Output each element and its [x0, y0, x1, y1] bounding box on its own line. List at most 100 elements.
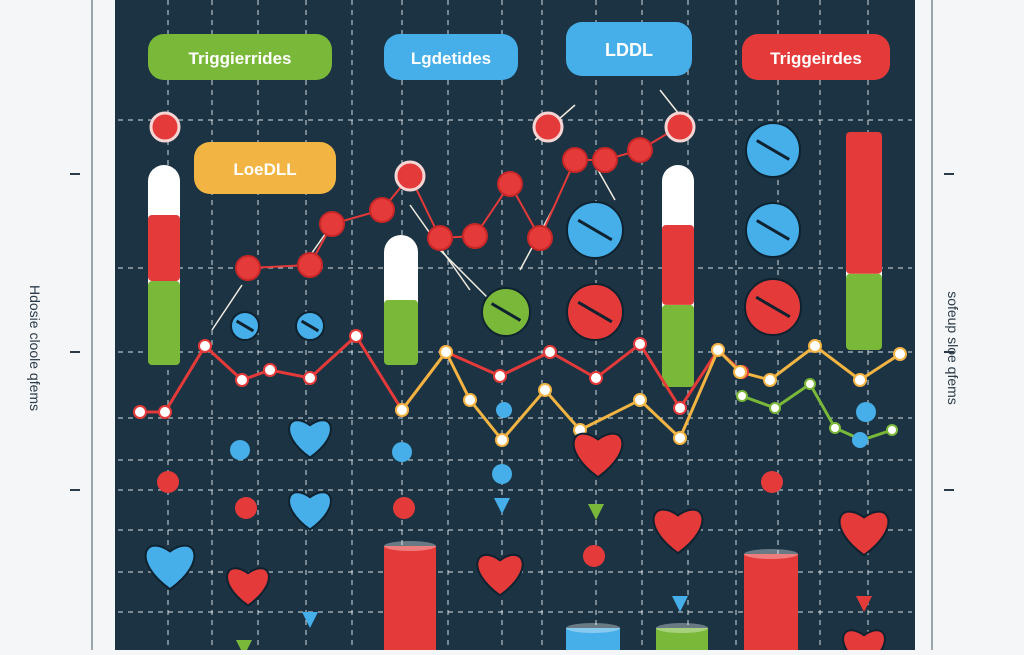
blue-dot: [852, 432, 868, 448]
pill-score: [490, 302, 522, 322]
pill-score: [756, 219, 790, 241]
triangle-markers: [236, 498, 872, 655]
tube-fill: [148, 281, 180, 365]
tag-blue-label: Lgdetides: [411, 49, 491, 68]
tag-yellow-label: LoeDLL: [233, 160, 296, 179]
right-side-label: sofeup sloe qfems: [944, 291, 961, 405]
bar: [566, 623, 620, 650]
bar-body: [744, 554, 798, 650]
bar: [744, 549, 798, 650]
connector-arrow: [597, 169, 616, 201]
tag-blue-top: LDDL: [566, 22, 692, 76]
red-dot: [393, 497, 415, 519]
right-tick-marks: [944, 173, 954, 491]
tag-blue-top-label: LDDL: [605, 40, 653, 60]
data-dots: [133, 111, 907, 567]
pill-tablet: [745, 202, 801, 258]
red-ball: [297, 252, 323, 278]
line-point: [763, 373, 777, 387]
large-red-ball: [532, 111, 564, 143]
red-ball: [527, 225, 553, 251]
large-red-ball: [149, 111, 181, 143]
triangle-marker: [302, 612, 318, 628]
line-point: [808, 339, 822, 353]
heart-icon: [652, 508, 704, 555]
line-point: [673, 401, 687, 415]
line-point: [538, 383, 552, 397]
triangle-marker: [672, 596, 688, 612]
bar: [384, 541, 436, 650]
red-ball: [319, 211, 345, 237]
test-tube: [148, 165, 180, 365]
bar-cap: [384, 541, 436, 551]
left-tick-marks: [70, 173, 80, 491]
pill-tablets: [230, 122, 802, 341]
pill-tablet: [566, 283, 624, 341]
pill-score: [756, 139, 790, 161]
tube-fill: [846, 273, 882, 350]
tag-green: Triggierrides: [148, 34, 332, 80]
left-side-label: Hdosie cloole qfems: [27, 284, 44, 412]
red-dot: [583, 545, 605, 567]
line-point: [733, 365, 747, 379]
heart-markers: [144, 419, 890, 655]
pill-tablet: [230, 311, 260, 341]
line-point: [829, 422, 841, 434]
line-point: [633, 337, 647, 351]
triangle-marker: [236, 640, 252, 655]
tag-green-label: Triggierrides: [189, 49, 292, 68]
pill-score: [300, 319, 320, 333]
large-red-ball: [394, 160, 426, 192]
test-tube: [384, 235, 418, 365]
test-tube: [846, 132, 882, 350]
red-ball: [235, 255, 261, 281]
tag-yellow: LoeDLL: [194, 142, 336, 194]
red-ball: [369, 197, 395, 223]
tag-red: Triggeirdes: [742, 34, 890, 80]
line-point: [495, 433, 509, 447]
pill-score: [235, 319, 255, 333]
heart-icon: [476, 554, 524, 597]
heart-icon: [572, 432, 624, 479]
connector-arrow: [439, 249, 491, 301]
line-point: [439, 345, 453, 359]
tube-fill: [846, 132, 882, 274]
line-point: [349, 329, 363, 343]
line-point: [493, 369, 507, 383]
blue-dot: [496, 402, 512, 418]
red-ball: [462, 223, 488, 249]
line-point: [263, 363, 277, 377]
line-point: [633, 393, 647, 407]
red-ball: [592, 147, 618, 173]
heart-icon: [226, 567, 270, 607]
red-ball: [497, 171, 523, 197]
pill-tablet: [744, 278, 802, 336]
bar-body: [656, 628, 708, 650]
tube-fill: [662, 224, 694, 305]
line-point: [711, 343, 725, 357]
pill-score: [577, 218, 613, 242]
pill-tablet: [566, 201, 624, 259]
heart-icon: [838, 510, 890, 557]
test-tubes: [148, 132, 882, 387]
yellow-trend-line: [400, 344, 901, 443]
bar-cap: [744, 549, 798, 559]
tag-red-label: Triggeirdes: [770, 49, 862, 68]
heart-icon: [842, 629, 886, 655]
bar-body: [566, 628, 620, 650]
bar-cap: [656, 623, 708, 633]
red-ball: [427, 225, 453, 251]
blue-dot: [392, 442, 412, 462]
bar-cap: [566, 623, 620, 633]
heart-icon: [288, 419, 332, 459]
pill-tablet: [481, 287, 531, 337]
triangle-marker: [588, 504, 604, 520]
red-dot: [761, 471, 783, 493]
line-point: [543, 345, 557, 359]
tube-fill: [662, 304, 694, 387]
test-tube: [662, 165, 694, 387]
heart-icon: [144, 544, 196, 591]
red-ball: [627, 137, 653, 163]
